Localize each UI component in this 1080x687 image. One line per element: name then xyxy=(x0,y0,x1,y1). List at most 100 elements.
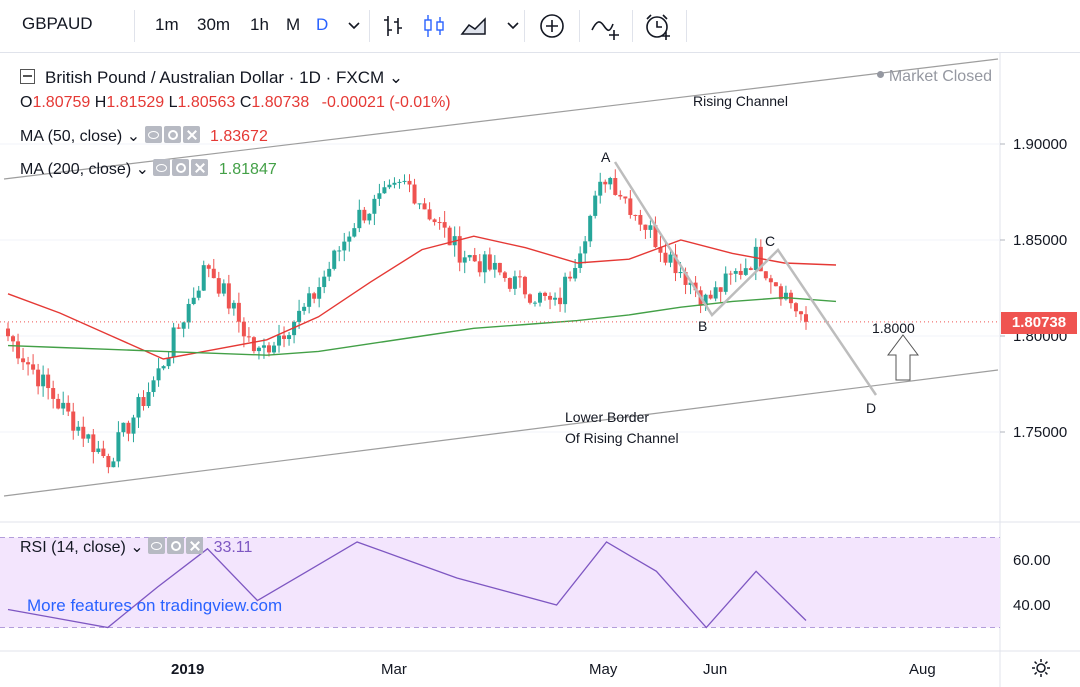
area-style-icon[interactable] xyxy=(458,10,490,42)
candle-body xyxy=(76,426,81,431)
remove-icon[interactable] xyxy=(182,126,200,144)
remove-icon[interactable] xyxy=(191,159,209,177)
interval-month-button[interactable]: M xyxy=(286,15,301,34)
close-value: 1.80738 xyxy=(251,94,310,111)
ma200-legend[interactable]: MA (200, close) ⌄ 1.81847 xyxy=(20,159,277,179)
chevron-down-icon[interactable]: ⌄ xyxy=(122,128,145,145)
toolbar-divider xyxy=(632,10,633,42)
alert-icon[interactable] xyxy=(642,10,674,42)
rsi-band xyxy=(0,537,1000,628)
candle-body xyxy=(638,215,643,225)
candle-body xyxy=(422,203,427,210)
candle-body xyxy=(372,198,377,214)
candle-body xyxy=(417,203,422,205)
candle-body xyxy=(502,272,507,279)
candle-body xyxy=(116,432,121,462)
candle-body xyxy=(251,337,256,352)
bar-style-icon[interactable] xyxy=(378,10,410,42)
interval-1h-button[interactable]: 1h xyxy=(250,15,269,34)
time-tick: Mar xyxy=(381,661,407,678)
status-dot-icon xyxy=(876,71,884,79)
candle-body xyxy=(201,265,206,291)
visibility-icon[interactable] xyxy=(144,126,162,144)
visibility-icon[interactable] xyxy=(148,537,166,555)
candle-body xyxy=(457,236,462,263)
price-tick: 1.90000 xyxy=(1013,136,1068,153)
candle-body xyxy=(653,225,658,248)
chevron-down-icon[interactable]: ⌄ xyxy=(125,539,149,556)
candle-body xyxy=(648,225,653,230)
toolbar-divider xyxy=(524,10,525,42)
candle-body xyxy=(678,271,683,274)
candle-body xyxy=(41,374,46,387)
candle-style-icon[interactable] xyxy=(418,10,450,42)
open-value: 1.80759 xyxy=(32,94,91,111)
settings-icon[interactable] xyxy=(163,126,181,144)
candle-body xyxy=(226,283,231,309)
candle-body xyxy=(397,181,402,183)
candle-body xyxy=(26,362,31,365)
rsi-value: 33.11 xyxy=(213,539,253,556)
candle-body xyxy=(231,302,236,309)
chart-title[interactable]: British Pound / Australian Dollar · 1D ·… xyxy=(45,68,385,87)
indicators-icon[interactable] xyxy=(589,10,621,42)
candle-body xyxy=(21,358,26,363)
candle-body xyxy=(266,345,271,353)
ohlc-legend: O1.80759 H1.81529 L1.80563 C1.80738 -0.0… xyxy=(20,94,451,111)
ma50-label: MA (50, close) xyxy=(20,128,123,145)
chevron-down-icon[interactable] xyxy=(497,10,529,42)
rising-channel-label: Rising Channel xyxy=(693,93,788,109)
ma50-legend[interactable]: MA (50, close) ⌄ 1.83672 xyxy=(20,126,268,146)
candle-body xyxy=(527,294,532,303)
interval-30m-button[interactable]: 30m xyxy=(197,15,231,34)
chart-canvas[interactable] xyxy=(0,52,1080,687)
rsi-legend[interactable]: RSI (14, close) ⌄ 33.11 xyxy=(20,537,252,557)
candle-body xyxy=(151,380,156,393)
tradingview-watermark[interactable]: More features on tradingview.com xyxy=(27,596,283,615)
candle-body xyxy=(387,184,392,188)
candle-body xyxy=(773,282,778,287)
time-tick: Aug xyxy=(909,661,936,678)
candle-body xyxy=(337,250,342,252)
add-compare-icon[interactable] xyxy=(536,10,568,42)
interval-day-button[interactable]: D xyxy=(316,15,329,34)
settings-icon[interactable] xyxy=(167,537,185,555)
candle-body xyxy=(86,434,91,439)
candle-body xyxy=(206,265,211,269)
candle-body xyxy=(673,254,678,274)
candle-body xyxy=(517,276,522,278)
symbol-search-button[interactable]: GBPAUD xyxy=(22,14,93,33)
candle-body xyxy=(548,295,553,300)
chevron-down-icon[interactable] xyxy=(338,10,370,42)
candle-body xyxy=(583,241,588,254)
remove-icon[interactable] xyxy=(186,537,204,555)
candle-body xyxy=(778,286,783,300)
toolbar-divider xyxy=(134,10,135,42)
candle-body xyxy=(718,287,723,292)
candle-body xyxy=(292,321,297,336)
candle-body xyxy=(81,426,86,439)
collapse-legend-icon[interactable] xyxy=(20,69,35,85)
settings-icon[interactable] xyxy=(172,159,190,177)
interval-1m-button[interactable]: 1m xyxy=(155,15,179,34)
candle-body xyxy=(432,219,437,223)
candle-body xyxy=(161,366,166,369)
candle-body xyxy=(196,290,201,298)
candle-body xyxy=(538,292,542,303)
candle-body xyxy=(703,294,708,306)
chevron-down-icon[interactable]: ⌄ xyxy=(384,68,404,87)
candle-body xyxy=(317,287,322,299)
candle-body xyxy=(522,276,527,295)
candle-body xyxy=(643,224,648,230)
gear-icon[interactable] xyxy=(1031,658,1051,678)
candle-body xyxy=(307,293,312,307)
visibility-icon[interactable] xyxy=(153,159,171,177)
last-price-tag: 1.80738 xyxy=(1001,312,1077,334)
candle-body xyxy=(302,306,307,311)
candle-body xyxy=(31,364,36,370)
chevron-down-icon[interactable]: ⌄ xyxy=(131,161,154,178)
lower-border-label: Of Rising Channel xyxy=(565,430,679,446)
candle-body xyxy=(497,262,502,273)
candle-body xyxy=(768,278,773,283)
candle-body xyxy=(573,267,578,279)
